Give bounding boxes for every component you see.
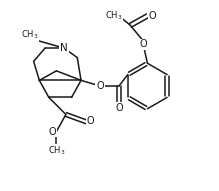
Text: N: N xyxy=(60,43,68,53)
Text: CH$_3$: CH$_3$ xyxy=(48,144,65,157)
Text: CH$_3$: CH$_3$ xyxy=(104,10,122,22)
Text: O: O xyxy=(49,126,57,137)
Text: CH$_3$: CH$_3$ xyxy=(21,29,39,41)
Text: O: O xyxy=(140,39,147,49)
Text: O: O xyxy=(96,81,104,91)
Text: O: O xyxy=(86,116,94,126)
Text: O: O xyxy=(148,11,156,21)
Text: O: O xyxy=(115,103,123,113)
